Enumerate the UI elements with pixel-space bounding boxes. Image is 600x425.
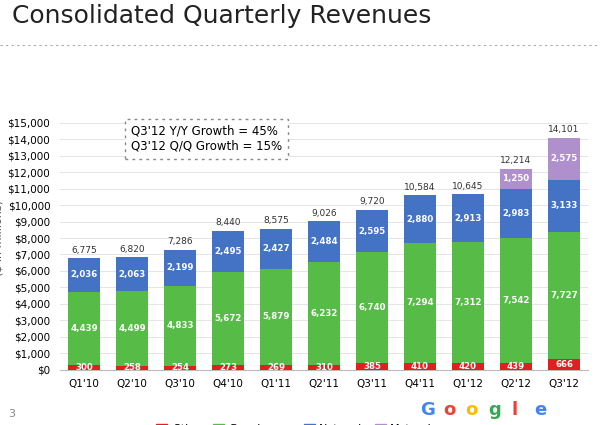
Text: 258: 258	[123, 363, 141, 372]
Text: Q3'12 Y/Y Growth = 45%
Q3'12 Q/Q Growth = 15%: Q3'12 Y/Y Growth = 45% Q3'12 Q/Q Growth …	[131, 125, 283, 153]
Text: 6,775: 6,775	[71, 246, 97, 255]
Bar	[548, 359, 580, 370]
Bar	[164, 286, 196, 366]
Text: 10,584: 10,584	[404, 183, 436, 192]
Bar	[212, 231, 244, 272]
Bar	[68, 365, 100, 370]
Bar	[212, 365, 244, 370]
Text: 2,880: 2,880	[406, 215, 434, 224]
Text: 8,440: 8,440	[215, 218, 241, 227]
Bar	[548, 232, 580, 359]
Bar	[68, 292, 100, 365]
Text: 5,879: 5,879	[262, 312, 290, 321]
Text: o: o	[443, 401, 455, 419]
Bar	[308, 365, 340, 370]
Text: 7,294: 7,294	[406, 298, 434, 307]
Text: 310: 310	[315, 363, 333, 372]
Bar	[452, 242, 484, 363]
Bar	[116, 258, 148, 292]
Text: 269: 269	[267, 363, 285, 372]
Text: 9,026: 9,026	[311, 209, 337, 218]
Bar	[164, 366, 196, 370]
Text: 10,645: 10,645	[452, 182, 484, 191]
Text: 410: 410	[411, 362, 429, 371]
Text: 2,427: 2,427	[262, 244, 290, 253]
Bar	[356, 363, 388, 370]
Text: 2,036: 2,036	[70, 270, 98, 280]
Bar	[308, 221, 340, 262]
Text: 273: 273	[219, 363, 237, 372]
Text: 6,232: 6,232	[310, 309, 338, 318]
Text: 7,286: 7,286	[167, 238, 193, 246]
Text: 1,250: 1,250	[502, 174, 530, 184]
Bar	[404, 363, 436, 370]
Bar	[164, 250, 196, 286]
Bar	[500, 363, 532, 370]
Bar	[452, 195, 484, 242]
Text: 5,672: 5,672	[214, 314, 242, 323]
Bar	[116, 366, 148, 370]
Text: Consolidated Quarterly Revenues: Consolidated Quarterly Revenues	[12, 4, 431, 28]
Bar	[452, 363, 484, 370]
Text: 300: 300	[75, 363, 93, 372]
Text: 439: 439	[507, 362, 525, 371]
Y-axis label: ($ in millions): ($ in millions)	[0, 200, 4, 276]
Text: 666: 666	[555, 360, 573, 369]
Bar	[260, 269, 292, 366]
Text: 8,575: 8,575	[263, 216, 289, 225]
Text: 420: 420	[459, 362, 477, 371]
Text: 2,913: 2,913	[454, 214, 482, 223]
Text: o: o	[466, 401, 478, 419]
Text: 2,199: 2,199	[166, 264, 194, 272]
Bar	[68, 258, 100, 292]
Text: 4,499: 4,499	[118, 324, 146, 333]
Text: 2,595: 2,595	[358, 227, 386, 235]
Legend: Other, Google.com, Network, Motorola: Other, Google.com, Network, Motorola	[152, 419, 443, 425]
Text: 2,983: 2,983	[502, 209, 530, 218]
Bar	[356, 252, 388, 363]
Text: 385: 385	[363, 362, 381, 371]
Text: 7,312: 7,312	[454, 298, 482, 307]
Text: 7,727: 7,727	[550, 291, 578, 300]
Text: 2,495: 2,495	[214, 247, 242, 256]
Text: 2,575: 2,575	[550, 154, 578, 163]
Bar	[500, 238, 532, 363]
Text: g: g	[488, 401, 501, 419]
Text: 7,542: 7,542	[502, 296, 530, 305]
Text: 2,484: 2,484	[310, 237, 338, 246]
Text: 2,063: 2,063	[118, 270, 146, 279]
Bar	[500, 169, 532, 189]
Bar	[260, 229, 292, 269]
Text: e: e	[534, 401, 546, 419]
Text: 6,820: 6,820	[119, 245, 145, 254]
Bar	[260, 366, 292, 370]
Bar	[356, 210, 388, 252]
Bar	[404, 196, 436, 243]
Bar	[548, 138, 580, 180]
Text: l: l	[511, 401, 517, 419]
Text: 6,740: 6,740	[358, 303, 386, 312]
Bar	[404, 243, 436, 363]
Text: 12,214: 12,214	[500, 156, 532, 165]
Text: G: G	[420, 401, 435, 419]
Bar	[212, 272, 244, 365]
Text: 4,439: 4,439	[70, 324, 98, 333]
Text: 4,833: 4,833	[166, 321, 194, 330]
Bar	[308, 262, 340, 365]
Bar	[548, 180, 580, 232]
Text: 3: 3	[8, 408, 15, 419]
Bar	[116, 292, 148, 366]
Text: 14,101: 14,101	[548, 125, 580, 134]
Text: 254: 254	[171, 363, 189, 372]
Text: 3,133: 3,133	[550, 201, 578, 210]
Text: 9,720: 9,720	[359, 197, 385, 207]
Bar	[500, 189, 532, 238]
